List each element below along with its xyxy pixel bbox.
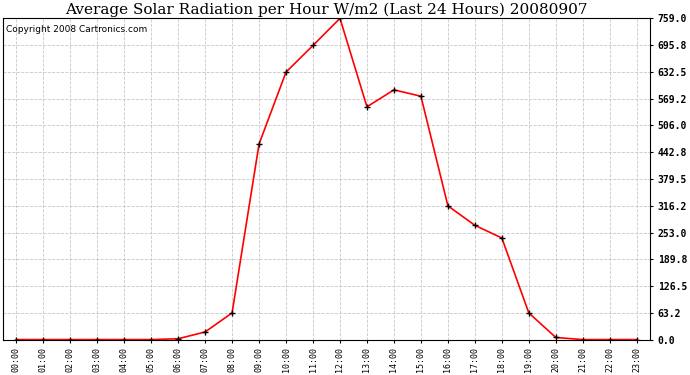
Title: Average Solar Radiation per Hour W/m2 (Last 24 Hours) 20080907: Average Solar Radiation per Hour W/m2 (L… xyxy=(66,3,588,17)
Text: Copyright 2008 Cartronics.com: Copyright 2008 Cartronics.com xyxy=(6,25,147,34)
